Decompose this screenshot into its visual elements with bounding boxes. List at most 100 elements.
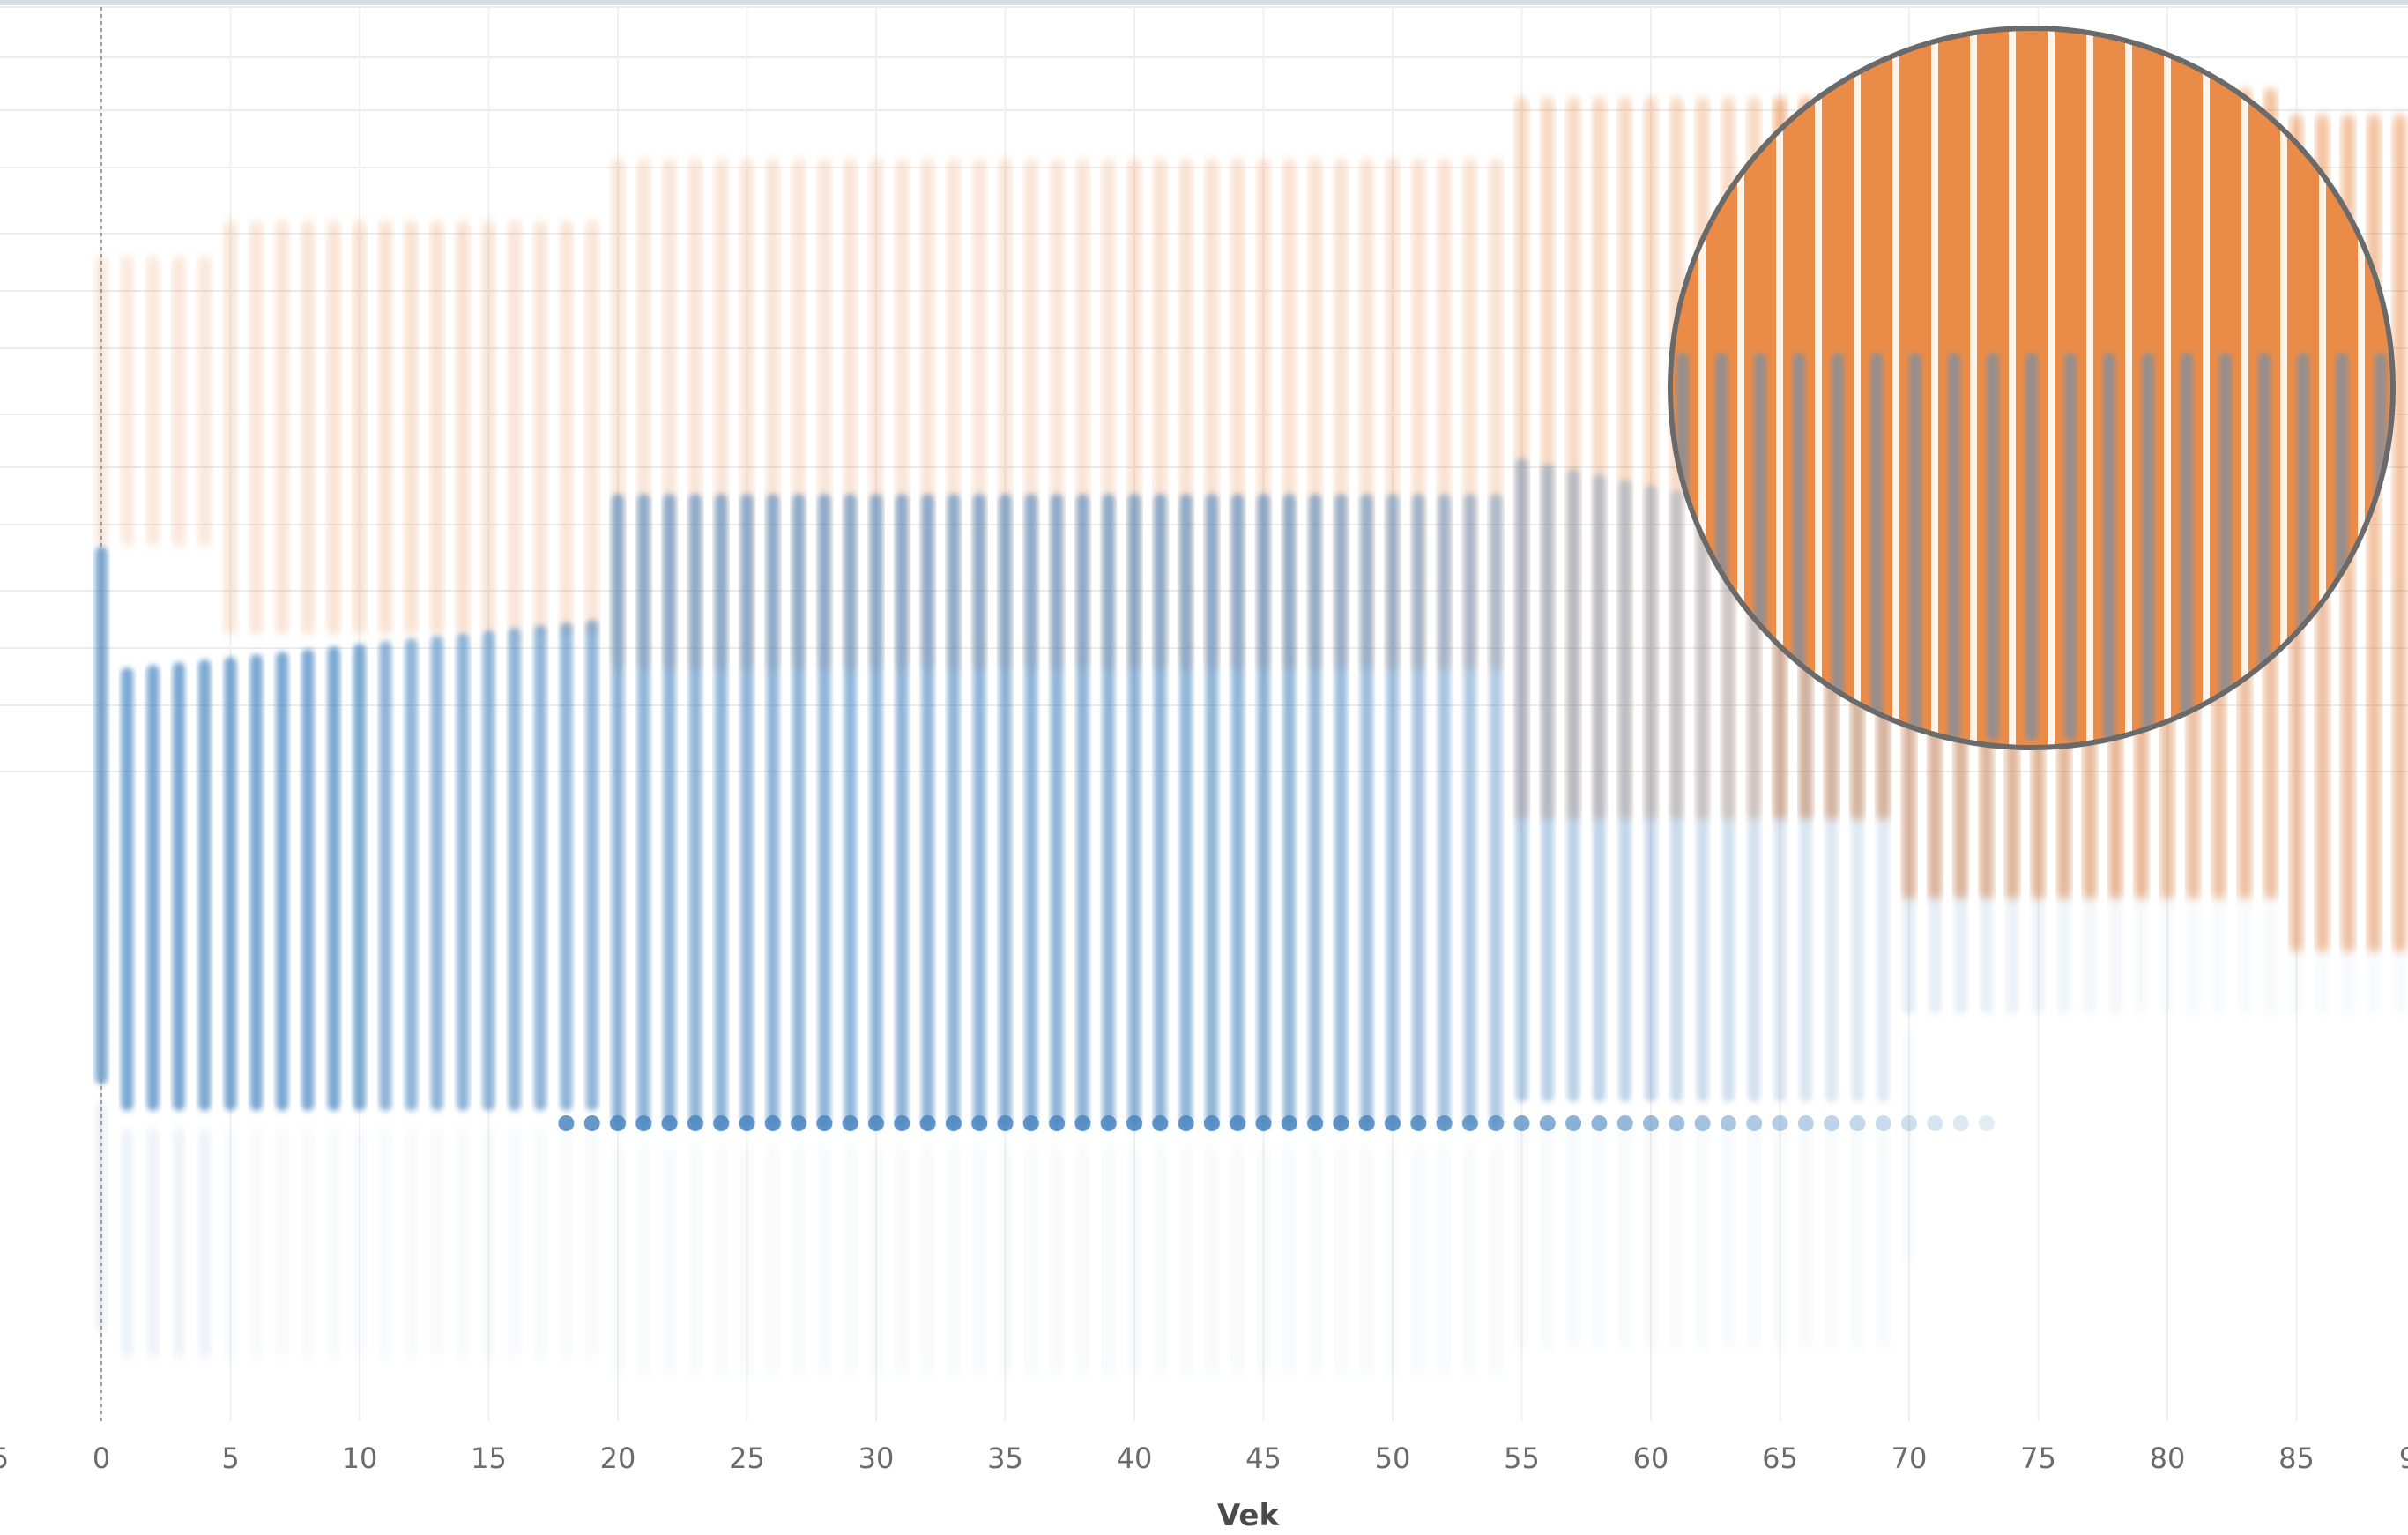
orange-point-column [405, 220, 418, 635]
age-column [560, 220, 573, 1358]
band-point [610, 1115, 626, 1131]
age-column [1386, 159, 1399, 1375]
blue-point-column [585, 620, 598, 1111]
blue-point-column [870, 494, 882, 1129]
zoom-gap [2125, 28, 2132, 748]
band-point [739, 1115, 755, 1131]
orange-point-column [508, 220, 521, 635]
x-axis-title: Vek [1217, 1498, 1281, 1533]
blue-tail-column [1052, 1146, 1063, 1375]
blue-point-column [249, 654, 263, 1111]
age-column [637, 159, 650, 1375]
band-point [687, 1115, 703, 1131]
blue-tail-column [1516, 1120, 1527, 1349]
band-point [997, 1115, 1014, 1131]
band-point [1410, 1115, 1427, 1131]
age-column [1102, 159, 1115, 1375]
blue-tail-column [613, 1146, 623, 1375]
x-tick-label: 15 [471, 1442, 507, 1475]
blue-tail-column [1542, 1120, 1553, 1349]
zoom-blue-column [2103, 353, 2115, 741]
blue-point-column [1515, 458, 1528, 1102]
age-column [353, 220, 366, 1358]
blue-point-column [301, 649, 315, 1111]
blue-point-column [999, 494, 1012, 1129]
band-point [919, 1115, 936, 1131]
blue-tail-column [1646, 1120, 1656, 1349]
blue-tail-column [1283, 1146, 1295, 1375]
blue-tail-column [1232, 1146, 1244, 1375]
blue-tail-column [844, 1146, 856, 1375]
blue-tail-column [1774, 1120, 1786, 1349]
blue-tail-column [1877, 1120, 1889, 1349]
age-column [844, 159, 857, 1375]
orange-point-column [560, 220, 573, 635]
x-tick-label-right-partial: 9 [2399, 1442, 2408, 1475]
blue-tail-column [896, 1146, 908, 1375]
zoom-gap [1854, 28, 1861, 748]
age-column [1024, 159, 1037, 1375]
blue-point-column [1282, 494, 1296, 1129]
blue-tail-column [1438, 1146, 1450, 1375]
x-tick-label: 55 [1504, 1442, 1540, 1475]
band-point [713, 1115, 730, 1131]
orange-point-column [172, 256, 185, 547]
zoom-blue-column [1793, 353, 1805, 741]
top-border [0, 0, 2408, 5]
zoom-gap [2048, 28, 2055, 748]
zoom-blue-column [2219, 353, 2232, 741]
band-point [1875, 1115, 1891, 1131]
blue-tail-column [1852, 1120, 1863, 1349]
x-tick-label: 60 [1633, 1442, 1669, 1475]
band-point [1230, 1115, 1246, 1131]
age-column [198, 256, 212, 1358]
blue-tail-column [199, 1129, 211, 1358]
x-tick-label: 75 [2020, 1442, 2056, 1475]
blue-tail-column [1310, 1146, 1321, 1375]
orange-point-column [430, 220, 443, 635]
zoom-gap [1970, 28, 1977, 748]
band-point [1281, 1115, 1297, 1131]
blue-tail-column [716, 1146, 727, 1375]
band-point [1255, 1115, 1272, 1131]
blue-tail-column [638, 1146, 650, 1375]
age-column [1309, 159, 1322, 1375]
age-column [792, 159, 806, 1375]
band-point [635, 1115, 652, 1131]
zoom-gap [2280, 28, 2287, 748]
blue-point-column [1076, 494, 1089, 1129]
x-tick-label: 40 [1117, 1442, 1153, 1475]
blue-tail-column [431, 1129, 442, 1358]
blue-point-column [1231, 494, 1245, 1129]
blue-tail-column [1671, 1120, 1683, 1349]
band-point [1074, 1115, 1091, 1131]
blue-tail-column [535, 1129, 546, 1358]
age-column [301, 220, 315, 1358]
blue-point-column [947, 494, 960, 1129]
band-point [764, 1115, 781, 1131]
zoom-blue-column [1832, 353, 1844, 741]
blue-point-column [896, 494, 909, 1129]
zoom-blue-column [2181, 353, 2193, 741]
blue-tail-column [1103, 1146, 1114, 1375]
orange-point-column [276, 220, 289, 635]
x-tick-label: 80 [2150, 1442, 2186, 1475]
band-point [1978, 1115, 1995, 1131]
band-point [1178, 1115, 1194, 1131]
blue-point-column [1490, 494, 1503, 1129]
orange-point-column [121, 256, 134, 547]
blue-point-column [2367, 582, 2381, 1014]
blue-point-column [482, 630, 495, 1111]
band-point [1746, 1115, 1763, 1131]
band-point [1591, 1115, 1608, 1131]
zoom-blue-column [1870, 353, 1883, 741]
blue-tail-column [147, 1129, 159, 1358]
age-column [740, 159, 754, 1375]
blue-point-column [146, 665, 160, 1111]
age-column [146, 256, 160, 1358]
band-point [868, 1115, 884, 1131]
x-tick-label: 20 [600, 1442, 636, 1475]
band-point [1669, 1115, 1685, 1131]
orange-point-column [379, 220, 392, 635]
blue-point-column [1567, 469, 1580, 1102]
